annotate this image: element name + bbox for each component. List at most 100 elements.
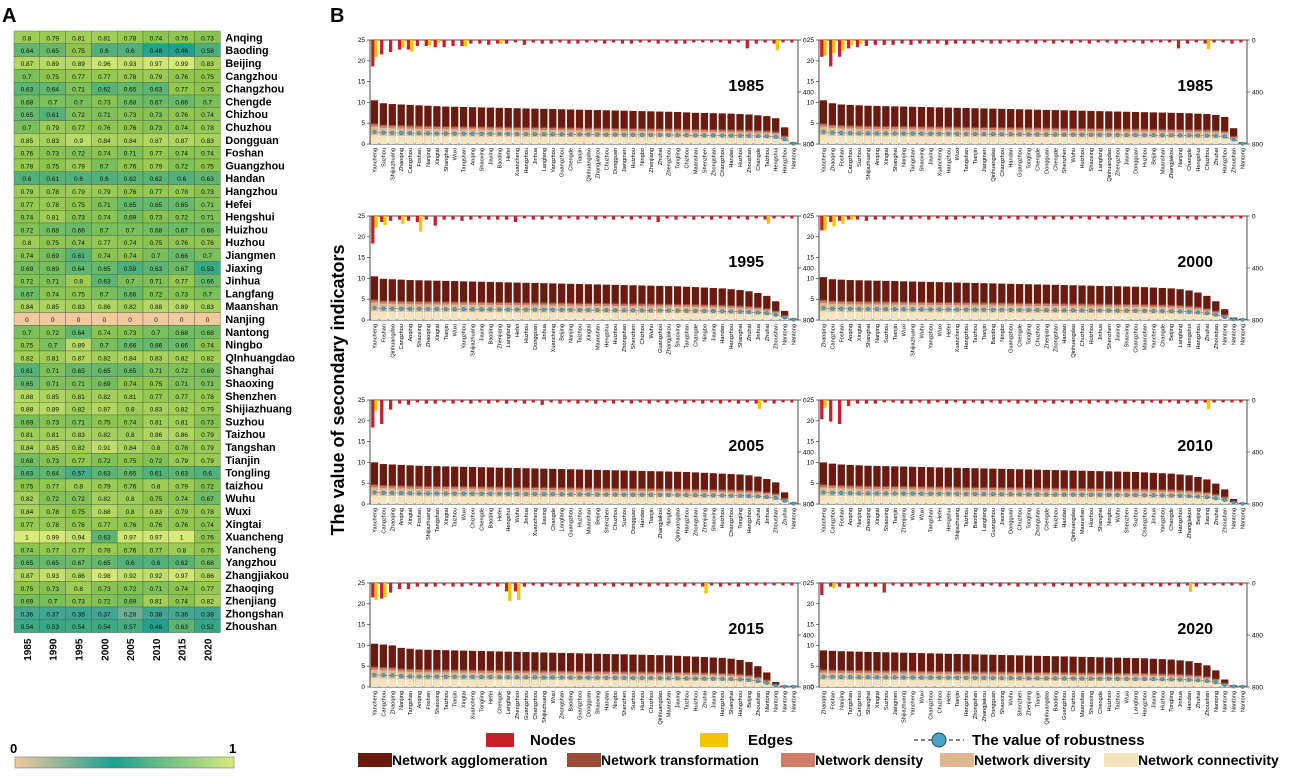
robustness-point bbox=[631, 493, 635, 497]
transformation-bar bbox=[442, 301, 449, 302]
nodes-bar bbox=[639, 40, 642, 42]
x-tick-label: Chengde bbox=[1053, 148, 1059, 171]
robustness-point bbox=[658, 676, 662, 680]
heatmap-city-label: QInhuangdao bbox=[225, 352, 295, 364]
transformation-bar bbox=[1034, 488, 1041, 489]
robustness-point bbox=[884, 132, 888, 136]
density-bar bbox=[380, 668, 387, 670]
density-bar bbox=[1221, 132, 1228, 133]
connectivity-bar bbox=[451, 496, 458, 504]
x-tick-label: Wuxi bbox=[453, 148, 459, 160]
x-tick-label: Zhoushan bbox=[1223, 508, 1229, 533]
density-bar bbox=[1069, 304, 1076, 306]
x-tick-label: Xingtai bbox=[586, 324, 592, 341]
connectivity-bar bbox=[638, 680, 645, 687]
nodes-bar bbox=[541, 40, 544, 44]
connectivity-bar bbox=[460, 496, 467, 504]
x-tick-label: Xuancheng bbox=[551, 324, 557, 352]
density-bar bbox=[838, 671, 845, 673]
x-tick-label: Huizhou bbox=[1080, 148, 1086, 169]
transformation-bar bbox=[567, 487, 574, 488]
x-tick-label: Jiaxing bbox=[542, 508, 548, 525]
heatmap-value: 0.68 bbox=[201, 227, 214, 234]
x-tick-label: Hangzhou bbox=[964, 324, 970, 350]
heatmap-value: 0.68 bbox=[46, 227, 59, 234]
nodes-bar bbox=[648, 216, 651, 220]
robustness-point bbox=[587, 493, 591, 497]
nodes-bar bbox=[892, 583, 895, 585]
robustness-point bbox=[435, 492, 439, 496]
robustness-point bbox=[831, 131, 835, 135]
transformation-bar bbox=[442, 126, 449, 127]
transformation-bar bbox=[954, 671, 961, 672]
transformation-bar bbox=[683, 304, 690, 305]
connectivity-bar bbox=[1194, 682, 1201, 687]
robustness-point bbox=[1036, 308, 1040, 312]
connectivity-bar bbox=[945, 680, 952, 687]
heatmap-value: 0.64 bbox=[21, 48, 34, 55]
x-tick-label: Chizhou bbox=[471, 508, 477, 529]
transformation-bar bbox=[909, 302, 916, 303]
heatmap-value: 0.79 bbox=[201, 407, 214, 414]
legend-transformation-label: Network transformation bbox=[601, 752, 759, 768]
edges-bar bbox=[437, 40, 440, 43]
transformation-bar bbox=[873, 670, 880, 671]
connectivity-bar bbox=[406, 312, 413, 320]
robustness-point bbox=[911, 307, 915, 311]
nodes-bar bbox=[1034, 40, 1037, 44]
nodes-bar bbox=[505, 400, 508, 404]
x-tick-label: Wuxi bbox=[551, 691, 557, 703]
heatmap-value: 0.88 bbox=[21, 407, 34, 414]
heatmap-value: 0.8 bbox=[126, 496, 135, 503]
transformation-bar bbox=[513, 487, 520, 488]
robustness-point bbox=[1036, 493, 1040, 497]
heatmap-value: 0.81 bbox=[124, 394, 137, 401]
transformation-bar bbox=[710, 489, 717, 490]
robustness-point bbox=[1196, 678, 1200, 682]
x-tick-label: Tongling bbox=[1169, 691, 1175, 712]
x-tick-label: Nanjing bbox=[426, 148, 432, 167]
heatmap-value: 0.63 bbox=[21, 87, 34, 94]
transformation-bar bbox=[1043, 128, 1050, 129]
x-tick-label: Maanshan bbox=[1142, 324, 1148, 350]
connectivity-bar bbox=[701, 498, 708, 504]
transformation-bar bbox=[727, 490, 734, 491]
heatmap-value: 0.85 bbox=[46, 394, 59, 401]
density-bar bbox=[638, 672, 645, 674]
robustness-point bbox=[902, 676, 906, 680]
transformation-bar bbox=[442, 669, 449, 670]
nodes-bar bbox=[1088, 400, 1091, 404]
x-tick-label: Zhoushan bbox=[756, 691, 762, 716]
x-tick-label: Chuzhou bbox=[604, 148, 610, 170]
density-bar bbox=[838, 302, 845, 304]
robustness-point bbox=[991, 132, 995, 136]
nodes-bar bbox=[772, 40, 775, 44]
robustness-point bbox=[938, 492, 942, 496]
nodes-bar bbox=[389, 40, 392, 52]
heatmap-city-label: Dongguan bbox=[225, 135, 278, 147]
robustness-point bbox=[471, 492, 475, 496]
x-tick-label: Yancheng bbox=[372, 691, 378, 716]
density-bar bbox=[629, 489, 636, 491]
density-bar bbox=[1096, 489, 1103, 491]
robustness-point bbox=[524, 132, 528, 136]
heatmap-value: 0.68 bbox=[201, 330, 214, 337]
x-tick-label: Taizhou bbox=[1116, 691, 1122, 710]
robustness-point bbox=[426, 492, 430, 496]
heatmap-value: 0.67 bbox=[72, 560, 85, 567]
transformation-bar bbox=[406, 301, 413, 302]
heatmap-city-label: Foshan bbox=[225, 148, 263, 160]
transformation-bar bbox=[567, 127, 574, 128]
robustness-point bbox=[1000, 676, 1004, 680]
transformation-bar bbox=[909, 486, 916, 487]
density-bar bbox=[692, 305, 699, 307]
robustness-point bbox=[1232, 501, 1236, 505]
connectivity-bar bbox=[1105, 313, 1112, 320]
robustness-point bbox=[765, 134, 769, 138]
connectivity-bar bbox=[433, 680, 440, 687]
heatmap-value: 0.78 bbox=[46, 522, 59, 529]
robustness-point bbox=[587, 308, 591, 312]
heatmap-value: 0.66 bbox=[175, 253, 188, 260]
